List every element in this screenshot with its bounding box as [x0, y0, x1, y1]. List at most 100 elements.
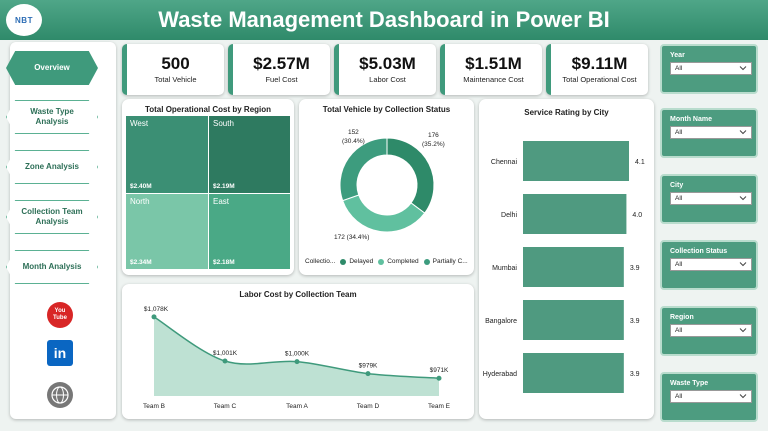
area-value-label: $1,000K	[285, 351, 310, 358]
legend-swatch	[340, 258, 347, 265]
treemap-cell-north[interactable]: North $2.34M	[126, 194, 208, 269]
kpi-value: $9.11M	[571, 54, 628, 73]
nav-collection-team-analysis-label: Collection Team Analysis	[21, 207, 83, 226]
nav-zone-analysis-button[interactable]: Zone Analysis	[6, 150, 98, 184]
service-rating-chart: Chennai 4.1 Delhi 4.0 Mumbai 3.9 Bangalore 3.9 H…	[483, 141, 645, 393]
filter-year: Year All	[660, 44, 758, 94]
donut-label-completed: 172 (34.4%)	[334, 234, 370, 241]
donut-slice-partially-c[interactable]	[339, 137, 388, 202]
bar-category-label: Bangalore	[485, 318, 517, 325]
linkedin-icon[interactable]: in	[47, 340, 73, 366]
legend-swatch	[378, 258, 385, 265]
filter-value: All	[675, 129, 683, 136]
year-dropdown[interactable]: All	[670, 62, 752, 75]
linkedin-icon-text: in	[53, 345, 67, 361]
bar-value-label: 3.9	[630, 265, 640, 272]
legend-item-delayed[interactable]: Delayed	[349, 258, 374, 265]
filter-value: All	[675, 393, 683, 400]
bar-hyderabad[interactable]	[523, 353, 624, 393]
kpi-label: Total Operational Cost	[562, 75, 637, 84]
bar-bangalore[interactable]	[523, 300, 624, 340]
area-category-label: Team A	[286, 403, 308, 410]
nav-waste-type-analysis-label: Waste Type Analysis	[30, 107, 74, 126]
chevron-down-icon	[739, 196, 747, 201]
nav-waste-type-analysis-button[interactable]: Waste Type Analysis	[6, 100, 98, 134]
logo: NBT	[6, 4, 42, 36]
donut-title: Total Vehicle by Collection Status	[322, 105, 451, 114]
globe-icon	[51, 386, 69, 404]
area-value-label: $1,001K	[213, 350, 238, 357]
bar-chennai[interactable]	[523, 141, 629, 181]
filter-city: City All	[660, 174, 758, 224]
labor-cost-title: Labor Cost by Collection Team	[239, 290, 357, 299]
treemap-cell-east[interactable]: East $2.18M	[209, 194, 290, 269]
kpi-card-maintenance-cost: $1.51M Maintenance Cost	[440, 44, 542, 95]
bar-category-label: Delhi	[501, 212, 517, 219]
filter-region: Region All	[660, 306, 758, 356]
legend-item-completed[interactable]: Completed	[387, 258, 419, 265]
donut-label-pct: (35.2%)	[422, 141, 445, 148]
area-category-label: Team D	[357, 403, 380, 410]
area-point-team-a[interactable]	[294, 359, 300, 365]
city-dropdown[interactable]: All	[670, 192, 752, 205]
bar-category-label: Mumbai	[492, 265, 517, 272]
treemap-cell-value: $2.40M	[130, 183, 152, 190]
filter-value: All	[675, 261, 683, 268]
filter-value: All	[675, 327, 683, 334]
web-icon[interactable]	[47, 382, 73, 408]
treemap-cell-west[interactable]: West $2.40M	[126, 116, 208, 193]
donut-legend: Collectio... Delayed Completed Partially…	[305, 258, 468, 265]
kpi-value: $5.03M	[359, 54, 416, 73]
chevron-down-icon	[739, 328, 747, 333]
treemap-cell-label: South	[213, 119, 234, 128]
treemap-cell-label: North	[130, 197, 150, 206]
area-point-team-c[interactable]	[222, 358, 228, 364]
legend-title: Collectio...	[305, 258, 336, 265]
nav-collection-team-analysis-button[interactable]: Collection Team Analysis	[6, 200, 98, 234]
nav-overview-button[interactable]: Overview	[6, 51, 98, 85]
waste-type-dropdown[interactable]: All	[670, 390, 752, 403]
youtube-icon[interactable]: You Tube	[47, 302, 73, 328]
bar-category-label: Hyderabad	[483, 371, 517, 378]
nav-zone-analysis-label: Zone Analysis	[25, 162, 79, 171]
treemap-title: Total Operational Cost by Region	[144, 105, 272, 114]
kpi-label: Maintenance Cost	[463, 75, 524, 84]
filter-label: Region	[670, 314, 694, 321]
nav-month-analysis-button[interactable]: Month Analysis	[6, 250, 98, 284]
donut-label-value: 176	[427, 132, 439, 139]
filter-value: All	[675, 195, 683, 202]
bar-mumbai[interactable]	[523, 247, 624, 287]
kpi-card-total-operational-cost: $9.11M Total Operational Cost	[546, 44, 648, 95]
chevron-down-icon	[739, 394, 747, 399]
filter-label: City	[670, 182, 684, 189]
kpi-card-total-vehicle: 500 Total Vehicle	[122, 44, 224, 95]
kpi-label: Fuel Cost	[265, 75, 298, 84]
bar-delhi[interactable]	[523, 194, 627, 234]
bar-value-label: 4.1	[635, 159, 645, 166]
treemap-cell-label: West	[130, 119, 149, 128]
legend-item-partially[interactable]: Partially C...	[432, 258, 468, 265]
filter-waste-type: Waste Type All	[660, 372, 758, 422]
chevron-down-icon	[739, 66, 747, 71]
area-point-team-d[interactable]	[365, 371, 371, 377]
donut-slice-delayed[interactable]	[386, 137, 435, 214]
nav-overview-label: Overview	[34, 63, 70, 72]
area-category-label: Team E	[428, 403, 451, 410]
chevron-down-icon	[739, 130, 747, 135]
donut-card: Total Vehicle by Collection Status	[299, 99, 474, 275]
area-point-team-e[interactable]	[436, 375, 442, 381]
kpi-card-fuel-cost: $2.57M Fuel Cost	[228, 44, 330, 95]
donut-label-partially: 152 (30.4%)	[342, 128, 365, 146]
bar-value-label: 4.0	[632, 212, 642, 219]
area-category-label: Team C	[214, 403, 237, 410]
chevron-down-icon	[739, 262, 747, 267]
month-name-dropdown[interactable]: All	[670, 126, 752, 139]
filter-label: Year	[670, 52, 685, 59]
treemap-cell-south[interactable]: South $2.19M	[209, 116, 290, 193]
nav-month-analysis-label: Month Analysis	[22, 262, 82, 271]
labor-cost-chart: $1,078K Team B $1,001K Team C $1,000K Team A $…	[143, 306, 451, 410]
filter-label: Waste Type	[670, 380, 709, 387]
region-dropdown[interactable]: All	[670, 324, 752, 337]
collection-status-dropdown[interactable]: All	[670, 258, 752, 271]
area-point-team-b[interactable]	[151, 314, 157, 320]
